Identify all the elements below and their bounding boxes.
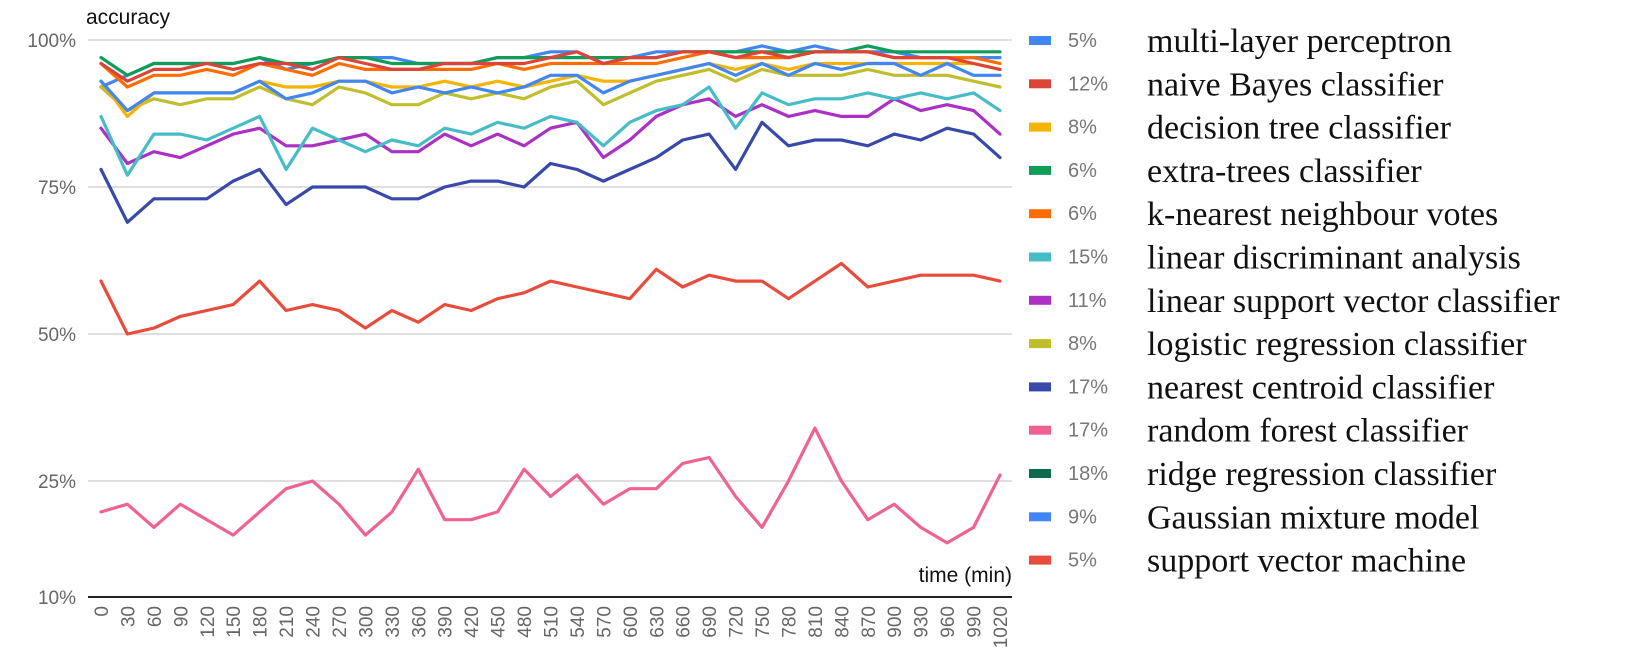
x-tick-label: 660: [674, 606, 695, 638]
x-tick-label: 1020: [991, 606, 1012, 648]
series-line-8: [99, 120, 1002, 224]
y-tick-label: 100%: [27, 31, 76, 52]
x-tick-label: 180: [251, 606, 272, 638]
x-tick-label: 390: [436, 606, 457, 638]
legend-label: naive Bayes classifier: [1147, 66, 1444, 103]
legend-swatch: [1029, 165, 1051, 175]
x-tick-label: 870: [859, 606, 880, 638]
legend-swatch: [1029, 79, 1051, 89]
legend-label: extra-trees classifier: [1147, 153, 1422, 190]
legend-label: Gaussian mixture model: [1147, 499, 1479, 536]
x-tick-label: 900: [885, 606, 906, 638]
x-tick-label: 300: [356, 606, 377, 638]
x-tick-label: 990: [965, 606, 986, 638]
legend-swatch: [1029, 295, 1051, 305]
x-tick-label: 480: [515, 606, 536, 638]
legend-percent: 11%: [1068, 290, 1107, 312]
series-lines: [99, 44, 1002, 545]
legend-label: decision tree classifier: [1147, 110, 1452, 147]
y-axis-label: accuracy: [86, 6, 171, 29]
x-tick-label: 60: [145, 606, 166, 627]
legend-percent: 8%: [1068, 333, 1097, 355]
legend: 5% multi-layer perceptron 12% naive Bayes c…: [1029, 23, 1560, 580]
legend-label: ridge regression classifier: [1147, 456, 1497, 493]
legend-label: support vector machine: [1147, 543, 1466, 580]
x-tick-label: 420: [462, 606, 483, 638]
x-tick-label: 810: [806, 606, 827, 638]
x-tick-label: 960: [938, 606, 959, 638]
x-tick-label: 360: [409, 606, 430, 638]
legend-label: multi-layer perceptron: [1147, 23, 1452, 60]
gridlines: [88, 39, 1012, 482]
y-tick-label: 75%: [38, 178, 76, 199]
legend-percent: 17%: [1068, 376, 1108, 398]
series-line-7: [99, 67, 1002, 113]
y-tick-label: 10%: [38, 588, 76, 609]
x-tick-label: 210: [277, 606, 298, 638]
legend-swatch: [1029, 36, 1051, 45]
series-line-0: [99, 61, 1002, 113]
legend-swatch: [1029, 555, 1051, 565]
legend-percent: 5%: [1068, 550, 1097, 572]
y-axis-ticks: 10% 25% 50% 75% 100%: [27, 31, 76, 609]
x-tick-label: 450: [489, 606, 510, 638]
x-tick-label: 840: [832, 606, 853, 638]
x-tick-label: 150: [224, 606, 245, 638]
x-tick-label: 630: [647, 606, 668, 638]
legend-swatch: [1029, 252, 1051, 262]
x-tick-label: 720: [727, 606, 748, 638]
x-tick-label: 0: [92, 606, 113, 617]
y-tick-label: 25%: [38, 472, 76, 493]
x-tick-label: 510: [542, 606, 563, 638]
legend-swatch: [1029, 339, 1051, 349]
legend-percent: 6%: [1068, 203, 1097, 225]
legend-label: linear support vector classifier: [1147, 283, 1560, 320]
x-tick-label: 600: [621, 606, 642, 638]
legend-percent: 17%: [1068, 420, 1108, 442]
x-tick-label: 120: [198, 606, 219, 638]
legend-percent: 12%: [1068, 73, 1108, 95]
legend-percent: 18%: [1068, 463, 1108, 485]
legend-percent: 9%: [1068, 506, 1097, 528]
legend-percent: 15%: [1068, 247, 1108, 269]
x-tick-label: 780: [779, 606, 800, 638]
legend-swatch: [1029, 382, 1051, 392]
series-line-5: [99, 85, 1002, 177]
legend-percent: 8%: [1068, 117, 1097, 139]
x-tick-label: 240: [304, 606, 325, 638]
x-axis-label: time (min): [919, 564, 1012, 587]
x-tick-label: 540: [568, 606, 589, 638]
x-tick-label: 930: [912, 606, 933, 638]
legend-label: nearest centroid classifier: [1147, 369, 1495, 406]
x-tick-label: 690: [700, 606, 721, 638]
legend-percent: 5%: [1068, 30, 1097, 52]
series-line-12: [99, 261, 1002, 336]
x-tick-label: 90: [171, 606, 192, 627]
legend-label: logistic regression classifier: [1147, 326, 1527, 363]
legend-swatch: [1029, 122, 1051, 132]
x-tick-label: 570: [594, 606, 615, 638]
series-line-1: [99, 50, 1002, 83]
x-tick-label: 270: [330, 606, 351, 638]
y-tick-label: 50%: [38, 325, 76, 346]
x-tick-label: 30: [118, 606, 139, 627]
legend-swatch: [1029, 512, 1051, 522]
legend-swatch: [1029, 469, 1051, 478]
legend-label: k-nearest neighbour votes: [1147, 196, 1498, 233]
legend-label: random forest classifier: [1147, 413, 1469, 450]
x-tick-label: 750: [753, 606, 774, 638]
legend-swatch: [1029, 425, 1051, 435]
series-line-9: [99, 426, 1002, 545]
legend-swatch: [1029, 209, 1051, 219]
legend-label: linear discriminant analysis: [1147, 240, 1521, 277]
x-axis-ticks: 0 30 60 90 120 150 180 210 240 270 300 330 360 390 420…: [92, 606, 1012, 648]
legend-percent: 6%: [1068, 160, 1097, 182]
series-line-6: [99, 97, 1002, 166]
x-tick-label: 330: [383, 606, 404, 638]
